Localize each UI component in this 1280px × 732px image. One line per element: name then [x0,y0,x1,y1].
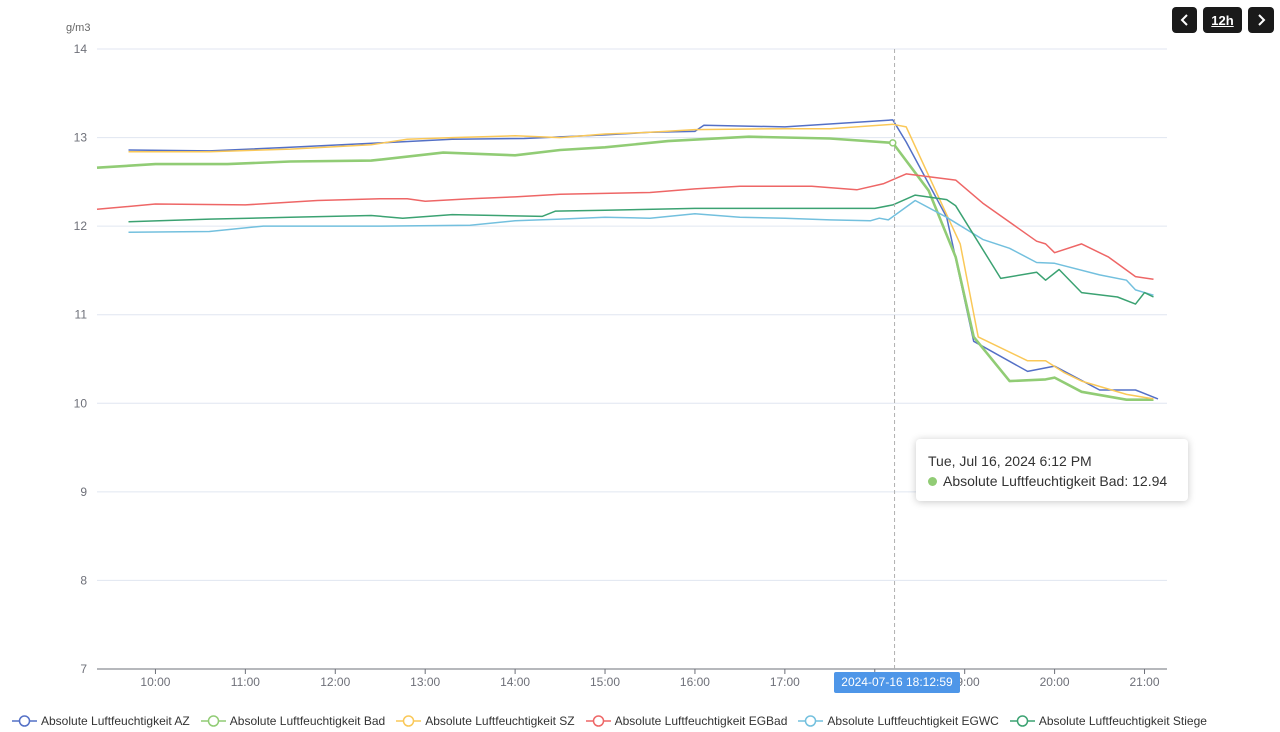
x-tick-label: 13:00 [410,675,440,689]
series-line-sz [128,123,1154,400]
x-tick-label: 12:00 [320,675,350,689]
y-tick-label: 8 [80,573,87,587]
tooltip-series-name: Absolute Luftfeuchtigkeit Bad [943,473,1125,489]
y-tick-label: 7 [80,662,87,676]
legend-item-sz[interactable]: Absolute Luftfeuchtigkeit SZ [396,714,575,728]
next-range-button[interactable] [1248,7,1274,33]
y-tick-label: 11 [75,308,88,322]
time-range-button[interactable]: 12h [1203,7,1242,33]
legend-label: Absolute Luftfeuchtigkeit AZ [41,714,190,728]
tooltip-series-row: Absolute Luftfeuchtigkeit Bad: 12.94 [928,471,1176,491]
x-tick-label: 11:00 [231,675,260,689]
y-axis-unit-label: g/m3 [66,22,90,34]
legend-item-bad[interactable]: Absolute Luftfeuchtigkeit Bad [200,714,386,728]
legend-label: Absolute Luftfeuchtigkeit Stiege [1038,714,1207,728]
tooltip-series-dot [928,477,937,486]
series-line-egwc [128,199,1154,296]
chart-legend: Absolute Luftfeuchtigkeit AZ Absolute Luf… [12,712,1218,730]
x-tick-label: 15:00 [590,675,620,689]
x-tick-label: 10:00 [140,675,170,689]
previous-range-button[interactable] [1172,7,1197,33]
legend-line-circle-icon [798,715,824,727]
y-tick-label: 12 [74,219,88,233]
y-tick-label: 13 [74,131,88,145]
series-lines [96,119,1159,401]
time-range-label: 12h [1211,12,1234,28]
legend-label: Absolute Luftfeuchtigkeit EGWC [827,714,999,728]
axis-pointer-label: 2024-07-16 18:12:59 [834,672,960,693]
chevron-right-icon [1258,14,1266,26]
y-axis-ticks: 7 8 9 10 11 12 13 14 [74,42,88,676]
legend-label: Absolute Luftfeuchtigkeit EGBad [614,714,788,728]
legend-item-egwc[interactable]: Absolute Luftfeuchtigkeit EGWC [798,714,999,728]
legend-line-circle-icon [200,715,226,727]
legend-item-egbad[interactable]: Absolute Luftfeuchtigkeit EGBad [585,714,788,728]
legend-line-circle-icon [12,715,37,727]
series-line-egbad [96,173,1154,281]
legend-item-az[interactable]: Absolute Luftfeuchtigkeit AZ [12,714,190,728]
tooltip-value: 12.94 [1132,473,1168,489]
x-tick-label: 17:00 [770,675,800,689]
legend-label: Absolute Luftfeuchtigkeit Bad [229,714,386,728]
x-tick-label: 20:00 [1040,675,1070,689]
series-line-stiege [128,194,1154,305]
y-tick-label: 14 [74,42,88,56]
y-tick-label: 9 [80,485,87,499]
legend-label: Absolute Luftfeuchtigkeit SZ [425,714,575,728]
legend-item-stiege[interactable]: Absolute Luftfeuchtigkeit Stiege [1009,714,1207,728]
legend-line-circle-icon [585,715,611,727]
y-tick-label: 10 [74,396,88,410]
x-tick-label: 21:00 [1130,675,1160,689]
legend-line-circle-icon [1009,715,1035,727]
chart-tooltip: Tue, Jul 16, 2024 6:12 PM Absolute Luftf… [916,439,1188,501]
series-line-bad [96,135,1154,401]
tooltip-title: Tue, Jul 16, 2024 6:12 PM [928,453,1092,469]
legend-line-circle-icon [396,715,422,727]
x-tick-label: 14:00 [500,675,530,689]
chevron-left-icon [1180,14,1188,26]
highlight-point [889,139,897,147]
x-tick-label: 16:00 [680,675,710,689]
x-axis-ticks: 10:00 11:00 12:00 13:00 14:00 15:00 16:00 17:00… [140,669,1160,689]
axis-pointer [889,49,897,669]
